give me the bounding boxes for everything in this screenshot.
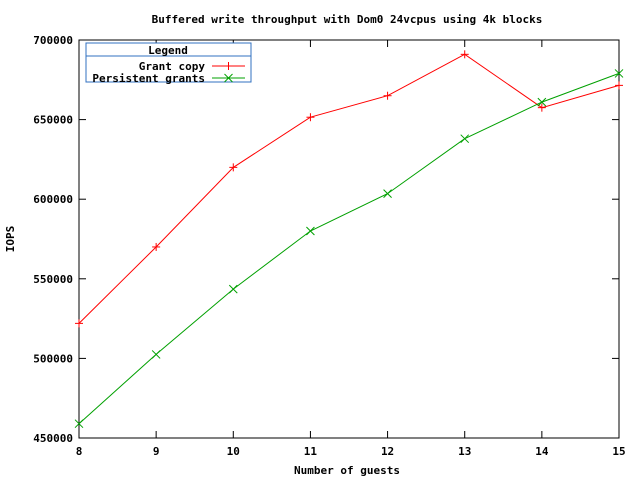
data-point-grant-copy (152, 242, 161, 251)
data-point-persistent-grants (460, 134, 470, 144)
data-point-persistent-grants (537, 97, 547, 107)
y-tick-label: 450000 (33, 432, 73, 445)
y-axis-label: IOPS (4, 226, 17, 253)
legend-box (85, 42, 252, 83)
legend-label-persistent-grants: Persistent grants (92, 72, 205, 85)
x-tick-label: 13 (458, 445, 471, 458)
legend-marker-persistent-grants (224, 73, 233, 83)
y-axis: 450000 500000 550000 600000 650000 700000 (33, 34, 619, 445)
x-tick-label: 9 (153, 445, 160, 458)
x-tick-label: 15 (612, 445, 625, 458)
data-point-grant-copy (615, 81, 623, 90)
legend-marker-grant-copy (224, 62, 233, 70)
data-point-grant-copy (306, 113, 315, 122)
data-point-persistent-grants (614, 69, 624, 78)
data-point-grant-copy (75, 319, 83, 328)
x-tick-label: 12 (381, 445, 394, 458)
data-point-persistent-grants (383, 189, 392, 198)
y-tick-label: 600000 (33, 193, 73, 206)
legend-title: Legend (148, 44, 188, 57)
y-tick-label: 500000 (33, 352, 73, 365)
x-axis: 8 9 10 11 12 13 14 15 (76, 40, 626, 458)
x-tick-label: 10 (227, 445, 240, 458)
data-point-persistent-grants (228, 284, 238, 294)
series-line-persistent-grants (78, 72, 620, 425)
data-point-persistent-grants (151, 350, 161, 359)
y-tick-label: 650000 (33, 114, 73, 127)
x-tick-label: 14 (535, 445, 549, 458)
data-point-grant-copy (537, 103, 546, 112)
y-tick-label: 700000 (33, 34, 73, 47)
y-tick-label: 550000 (33, 273, 73, 286)
data-point-grant-copy (229, 163, 238, 172)
plot-frame (78, 39, 620, 439)
data-point-grant-copy (383, 91, 392, 100)
series-layer (74, 50, 624, 429)
chart-title: Buffered write throughput with Dom0 24vc… (152, 13, 543, 26)
x-tick-label: 11 (304, 445, 318, 458)
data-point-persistent-grants (306, 226, 315, 236)
x-tick-label: 8 (76, 445, 83, 458)
data-point-persistent-grants (74, 419, 84, 429)
series-line-grant-copy (78, 53, 620, 324)
data-point-grant-copy (460, 50, 469, 59)
x-axis-label: Number of guests (294, 464, 400, 477)
legend-label-grant-copy: Grant copy (139, 60, 206, 73)
